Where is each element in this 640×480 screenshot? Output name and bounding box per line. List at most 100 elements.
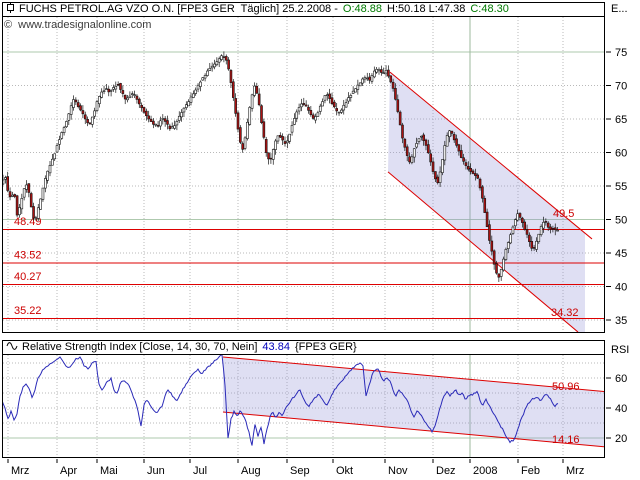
candle: [288, 133, 292, 142]
time-axis[interactable]: Mrz Apr Mai Jun Jul Aug Sep Okt Nov Dez 2008 Feb Mrz: [7, 459, 584, 477]
candle: [173, 125, 176, 129]
candle: [532, 247, 536, 249]
candle: [530, 241, 534, 249]
candle: [518, 213, 522, 218]
price-tick-label: 55: [615, 181, 627, 193]
candle: [105, 88, 108, 90]
candle: [93, 110, 96, 117]
candle: [194, 89, 197, 94]
price-tick-label: 70: [615, 81, 627, 93]
candle: [396, 99, 400, 112]
candle: [311, 114, 315, 119]
candle: [4, 177, 7, 180]
main-chart-titlebar[interactable]: FUCHS PETROL.AG VZO O.N. [FPE3 GER Tägli…: [2, 2, 605, 17]
candle: [293, 118, 296, 125]
candle: [177, 115, 181, 121]
candle: [13, 194, 17, 197]
candle: [495, 263, 498, 274]
watermark-text: www.tradesignalonline.com: [18, 19, 152, 31]
candle: [535, 240, 538, 250]
candle: [32, 206, 35, 219]
support-line-label: 43.52: [14, 249, 42, 261]
trend-channel-shade: [388, 72, 585, 332]
candle: [318, 105, 322, 112]
candle: [337, 111, 341, 114]
candle: [335, 108, 339, 112]
candle: [391, 81, 395, 89]
price-tick-label: 50: [615, 215, 627, 227]
candle: [424, 139, 428, 146]
month-label: Dez: [436, 465, 456, 477]
rsi-titlebar[interactable]: Relative Strength Index [Close, 14, 30, …: [2, 340, 605, 355]
candle: [389, 75, 393, 83]
open-value: O:48.88: [342, 3, 383, 15]
candle: [492, 250, 496, 265]
close-value: C:48.30: [470, 3, 509, 15]
candle: [156, 125, 160, 127]
candle: [208, 68, 212, 71]
candle: [551, 227, 555, 230]
candle: [271, 149, 275, 160]
candle: [516, 213, 519, 221]
rsi-title-suffix: {FPE3 GER}: [294, 341, 357, 353]
candle: [95, 101, 99, 111]
price-axis[interactable]: 75 70 65 60 55 50 45 40 35 60 40 20: [606, 47, 627, 445]
candle: [466, 166, 470, 170]
candle: [286, 140, 289, 144]
candle: [232, 81, 235, 98]
rsi-channel: [222, 356, 604, 448]
candle: [455, 138, 458, 146]
candle: [53, 153, 57, 160]
candle: [236, 112, 240, 130]
candle: [544, 221, 548, 223]
candle: [431, 161, 435, 172]
candle: [114, 85, 118, 90]
candle: [135, 95, 139, 100]
candle: [86, 119, 89, 124]
candle: [8, 191, 12, 198]
candle: [469, 168, 472, 172]
candle: [239, 127, 242, 143]
candle: [321, 101, 324, 107]
candle: [478, 178, 482, 189]
candle: [168, 125, 172, 130]
candle: [358, 82, 362, 87]
candle: [295, 111, 299, 119]
candle: [462, 157, 465, 162]
svg-text:34.32: 34.32: [551, 307, 579, 319]
month-label: Sep: [290, 465, 310, 477]
high-low-value: H:50.18 L:47.38: [387, 3, 466, 15]
candle: [213, 63, 216, 68]
candle: [438, 171, 442, 183]
candle: [464, 162, 468, 166]
candle: [302, 103, 306, 105]
candle: [403, 138, 407, 148]
candle: [34, 217, 38, 219]
candle: [542, 221, 545, 229]
candle: [145, 110, 148, 117]
candle: [246, 121, 249, 139]
candle: [262, 121, 266, 138]
candle: [65, 121, 68, 128]
candle: [243, 137, 247, 149]
candle: [260, 105, 263, 123]
candle: [60, 132, 64, 139]
candle: [539, 226, 543, 235]
candle: [394, 88, 397, 100]
candle: [276, 135, 280, 142]
candle: [91, 116, 94, 125]
candle: [46, 170, 49, 181]
month-label: Aug: [241, 465, 261, 477]
candle: [51, 158, 54, 166]
indicator-wave-icon: [6, 341, 18, 354]
candle: [429, 153, 433, 163]
rsi-tick-label: 20: [615, 433, 627, 445]
candle: [163, 118, 167, 122]
candle: [36, 207, 40, 219]
price-tick-label: 75: [615, 47, 627, 59]
month-label: Jul: [193, 465, 207, 477]
candle: [133, 94, 136, 96]
price-tick-label: 35: [615, 315, 627, 327]
